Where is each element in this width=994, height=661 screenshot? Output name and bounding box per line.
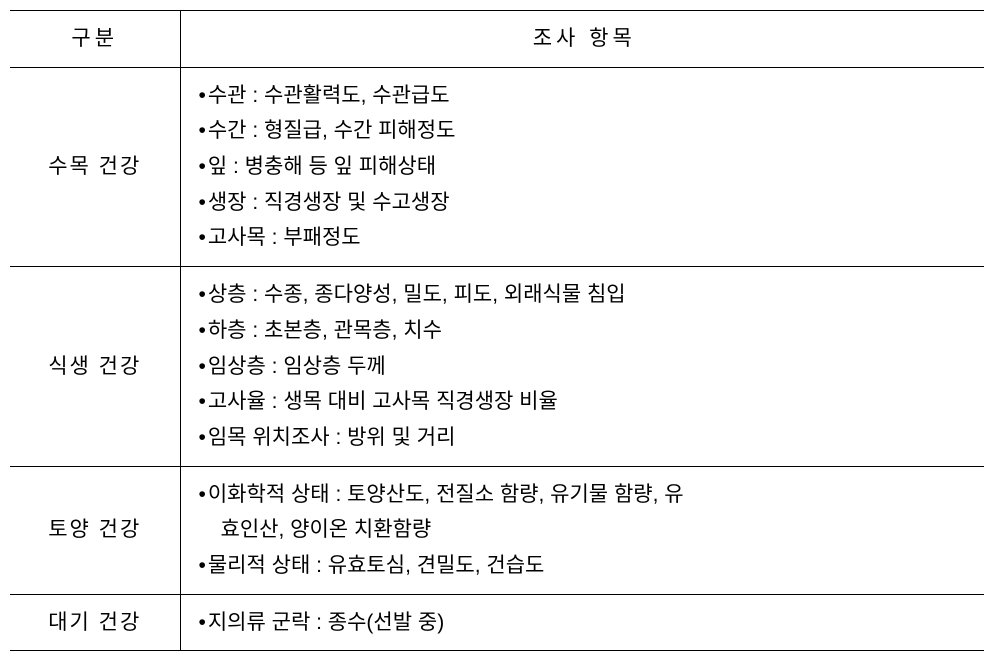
list-item: 임목 위치조사 : 방위 및 거리 [199, 420, 971, 456]
list-item: 지의류 군락 : 종수(선발 중) [199, 605, 971, 641]
header-items: 조사 항목 [180, 11, 984, 68]
list-item: 효인산, 양이온 치환함량 [199, 512, 971, 548]
survey-table: 구분 조사 항목 수목 건강수관 : 수관활력도, 수관급도수간 : 형질급, … [10, 10, 984, 651]
table-body: 수목 건강수관 : 수관활력도, 수관급도수간 : 형질급, 수간 피해정도잎 … [10, 67, 984, 651]
table-row: 수목 건강수관 : 수관활력도, 수관급도수간 : 형질급, 수간 피해정도잎 … [10, 67, 984, 266]
list-item: 잎 : 병충해 등 잎 피해상태 [199, 149, 971, 185]
table-header-row: 구분 조사 항목 [10, 11, 984, 68]
list-item: 이화학적 상태 : 토양산도, 전질소 함량, 유기물 함량, 유 [199, 477, 971, 513]
list-item: 수간 : 형질급, 수간 피해정도 [199, 113, 971, 149]
list-item: 하층 : 초본층, 관목층, 치수 [199, 313, 971, 349]
table-row: 식생 건강상층 : 수종, 종다양성, 밀도, 피도, 외래식물 침입하층 : … [10, 267, 984, 466]
items-cell: 상층 : 수종, 종다양성, 밀도, 피도, 외래식물 침입하층 : 초본층, … [180, 267, 984, 466]
category-cell: 대기 건강 [10, 594, 180, 651]
item-list: 상층 : 수종, 종다양성, 밀도, 피도, 외래식물 침입하층 : 초본층, … [199, 277, 971, 455]
table-row: 대기 건강 지의류 군락 : 종수(선발 중) [10, 594, 984, 651]
list-item: 고사율 : 생목 대비 고사목 직경생장 비율 [199, 384, 971, 420]
category-cell: 토양 건강 [10, 466, 180, 594]
item-list: 이화학적 상태 : 토양산도, 전질소 함량, 유기물 함량, 유효인산, 양이… [199, 477, 971, 584]
list-item: 생장 : 직경생장 및 수고생장 [199, 185, 971, 221]
list-item: 상층 : 수종, 종다양성, 밀도, 피도, 외래식물 침입 [199, 277, 971, 313]
items-cell: 지의류 군락 : 종수(선발 중) [180, 594, 984, 651]
category-cell: 수목 건강 [10, 67, 180, 266]
item-list: 수관 : 수관활력도, 수관급도수간 : 형질급, 수간 피해정도잎 : 병충해… [199, 78, 971, 256]
header-category: 구분 [10, 11, 180, 68]
list-item: 물리적 상태 : 유효토심, 견밀도, 건습도 [199, 548, 971, 584]
list-item: 수관 : 수관활력도, 수관급도 [199, 78, 971, 114]
table-row: 토양 건강이화학적 상태 : 토양산도, 전질소 함량, 유기물 함량, 유효인… [10, 466, 984, 594]
category-cell: 식생 건강 [10, 267, 180, 466]
items-cell: 이화학적 상태 : 토양산도, 전질소 함량, 유기물 함량, 유효인산, 양이… [180, 466, 984, 594]
list-item: 고사목 : 부패정도 [199, 220, 971, 256]
list-item: 임상층 : 임상층 두께 [199, 349, 971, 385]
items-cell: 수관 : 수관활력도, 수관급도수간 : 형질급, 수간 피해정도잎 : 병충해… [180, 67, 984, 266]
item-list: 지의류 군락 : 종수(선발 중) [199, 605, 971, 641]
